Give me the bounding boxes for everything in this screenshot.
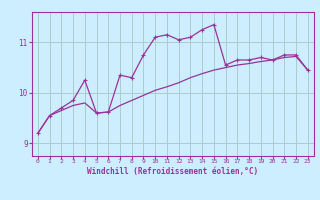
X-axis label: Windchill (Refroidissement éolien,°C): Windchill (Refroidissement éolien,°C)	[87, 167, 258, 176]
